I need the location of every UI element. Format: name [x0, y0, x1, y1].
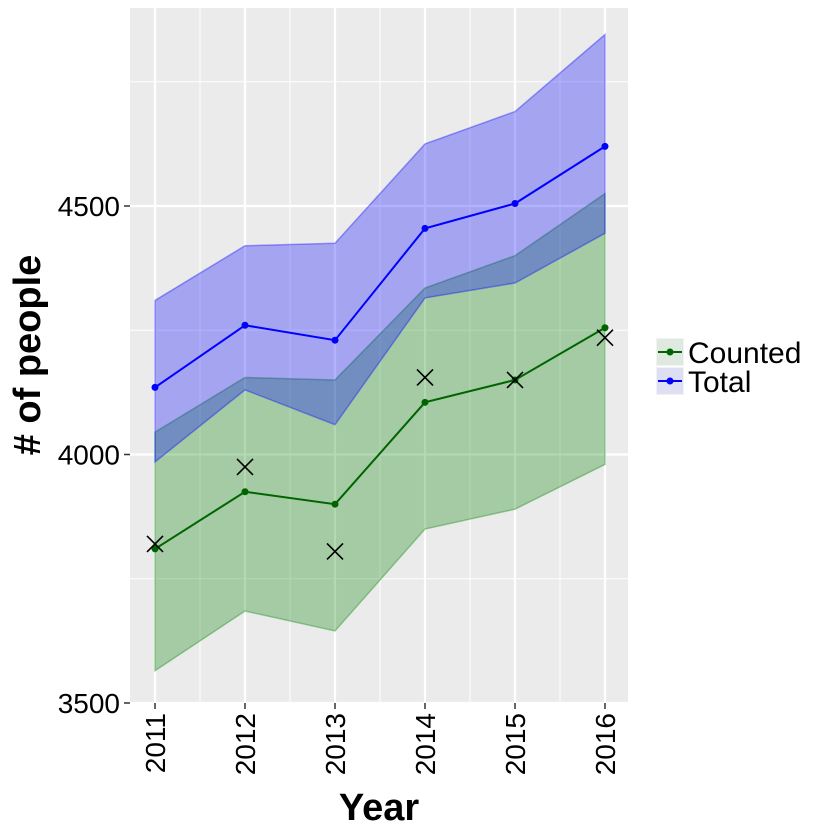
y-tick-label: 4500 [58, 191, 120, 222]
gridlines [130, 8, 628, 705]
point-counted [331, 500, 339, 508]
observed-marker [326, 542, 344, 560]
x-tick-label: 2011 [140, 713, 171, 773]
band-counted [154, 192, 606, 673]
point-total [421, 224, 429, 232]
point-counted [421, 398, 429, 406]
line-counted [154, 326, 606, 550]
y-axis-title: # of people [7, 255, 49, 456]
x-tick-label: 2013 [320, 713, 351, 775]
point-total [151, 383, 159, 391]
x-tick-label: 2012 [230, 713, 261, 775]
series-lines [154, 145, 606, 550]
observed-marker [596, 329, 614, 347]
point-total [601, 142, 609, 150]
observed-marker-stroke [326, 542, 344, 560]
x-tick-label: 2016 [590, 713, 621, 775]
y-tick-label: 4000 [58, 440, 120, 471]
x-axis-title: Year [339, 787, 420, 829]
point-total [241, 321, 249, 329]
legend-label-total: Total [688, 366, 751, 399]
observed-marker [506, 371, 524, 389]
line-total [154, 145, 606, 389]
legend-key-point [666, 348, 674, 356]
observed-marker [236, 458, 254, 476]
y-tick-label: 3500 [58, 688, 120, 719]
observed-marker-stroke [506, 371, 524, 389]
observed-marker-stroke [146, 535, 164, 553]
observed-marker-stroke [416, 368, 434, 387]
x-tick-label: 2015 [500, 713, 531, 775]
legend-label-counted: Counted [688, 337, 801, 370]
point-counted [241, 488, 249, 496]
observed-marker-stroke [236, 458, 254, 476]
axes: 3500 4000 4500 2011 2012 2013 2014 2015 2016 [58, 191, 621, 775]
legend-key-point [666, 377, 674, 385]
band-total [154, 32, 606, 464]
plot-panel [130, 8, 628, 703]
observed-marker [416, 368, 434, 387]
point-total [511, 200, 519, 208]
confidence-bands [154, 32, 606, 673]
observed-marker [146, 535, 164, 553]
point-counted [151, 545, 159, 553]
point-total [331, 336, 339, 344]
observed-marker-stroke [596, 329, 614, 347]
point-counted [601, 324, 609, 332]
observed-markers [146, 329, 614, 560]
x-tick-label: 2014 [410, 713, 441, 775]
